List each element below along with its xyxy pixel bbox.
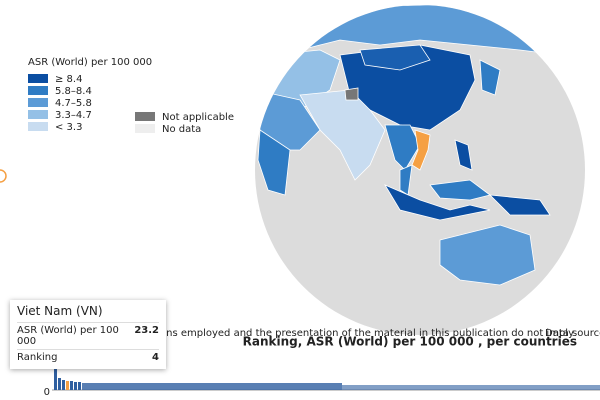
legend-label: 5.8–8.4 (55, 86, 92, 97)
legend-label: Not applicable (162, 112, 234, 123)
tooltip-title: Viet Nam (VN) (17, 304, 103, 318)
tooltip-value: 4 (152, 352, 159, 363)
legend-swatch (135, 112, 155, 121)
legend-label: 3.3–4.7 (55, 110, 92, 121)
tooltip: Viet Nam (VN) ASR (World) per 100 000 23.… (10, 300, 166, 369)
legend-swatch (135, 124, 155, 133)
legend-swatch (28, 110, 48, 119)
legend-label: ≥ 8.4 (55, 74, 82, 85)
disclaimer: ons employed and the presentation of the… (160, 328, 574, 339)
side-button[interactable] (0, 169, 7, 183)
y-axis-label: 0 (44, 387, 50, 398)
tooltip-value: 23.2 (134, 325, 159, 336)
legend-swatch (28, 122, 48, 131)
tooltip-key: Ranking (17, 352, 58, 363)
tooltip-row: ASR (World) per 100 000 23.2 (17, 322, 159, 349)
legend-swatch (28, 98, 48, 107)
ranking-title: Ranking, ASR (World) per 100 000 , per c… (243, 335, 577, 349)
legend-label: 4.7–5.8 (55, 98, 92, 109)
tooltip-row: Ranking 4 (17, 349, 159, 365)
tooltip-key: ASR (World) per 100 000 (17, 325, 119, 347)
legend-swatch (28, 86, 48, 95)
data-source: Data source: (545, 328, 600, 339)
legend-title: ASR (World) per 100 000 (28, 57, 152, 68)
ranking-bars (54, 358, 600, 390)
legend-swatch (28, 74, 48, 83)
legend-label: No data (162, 124, 201, 135)
legend-label: < 3.3 (55, 122, 82, 133)
